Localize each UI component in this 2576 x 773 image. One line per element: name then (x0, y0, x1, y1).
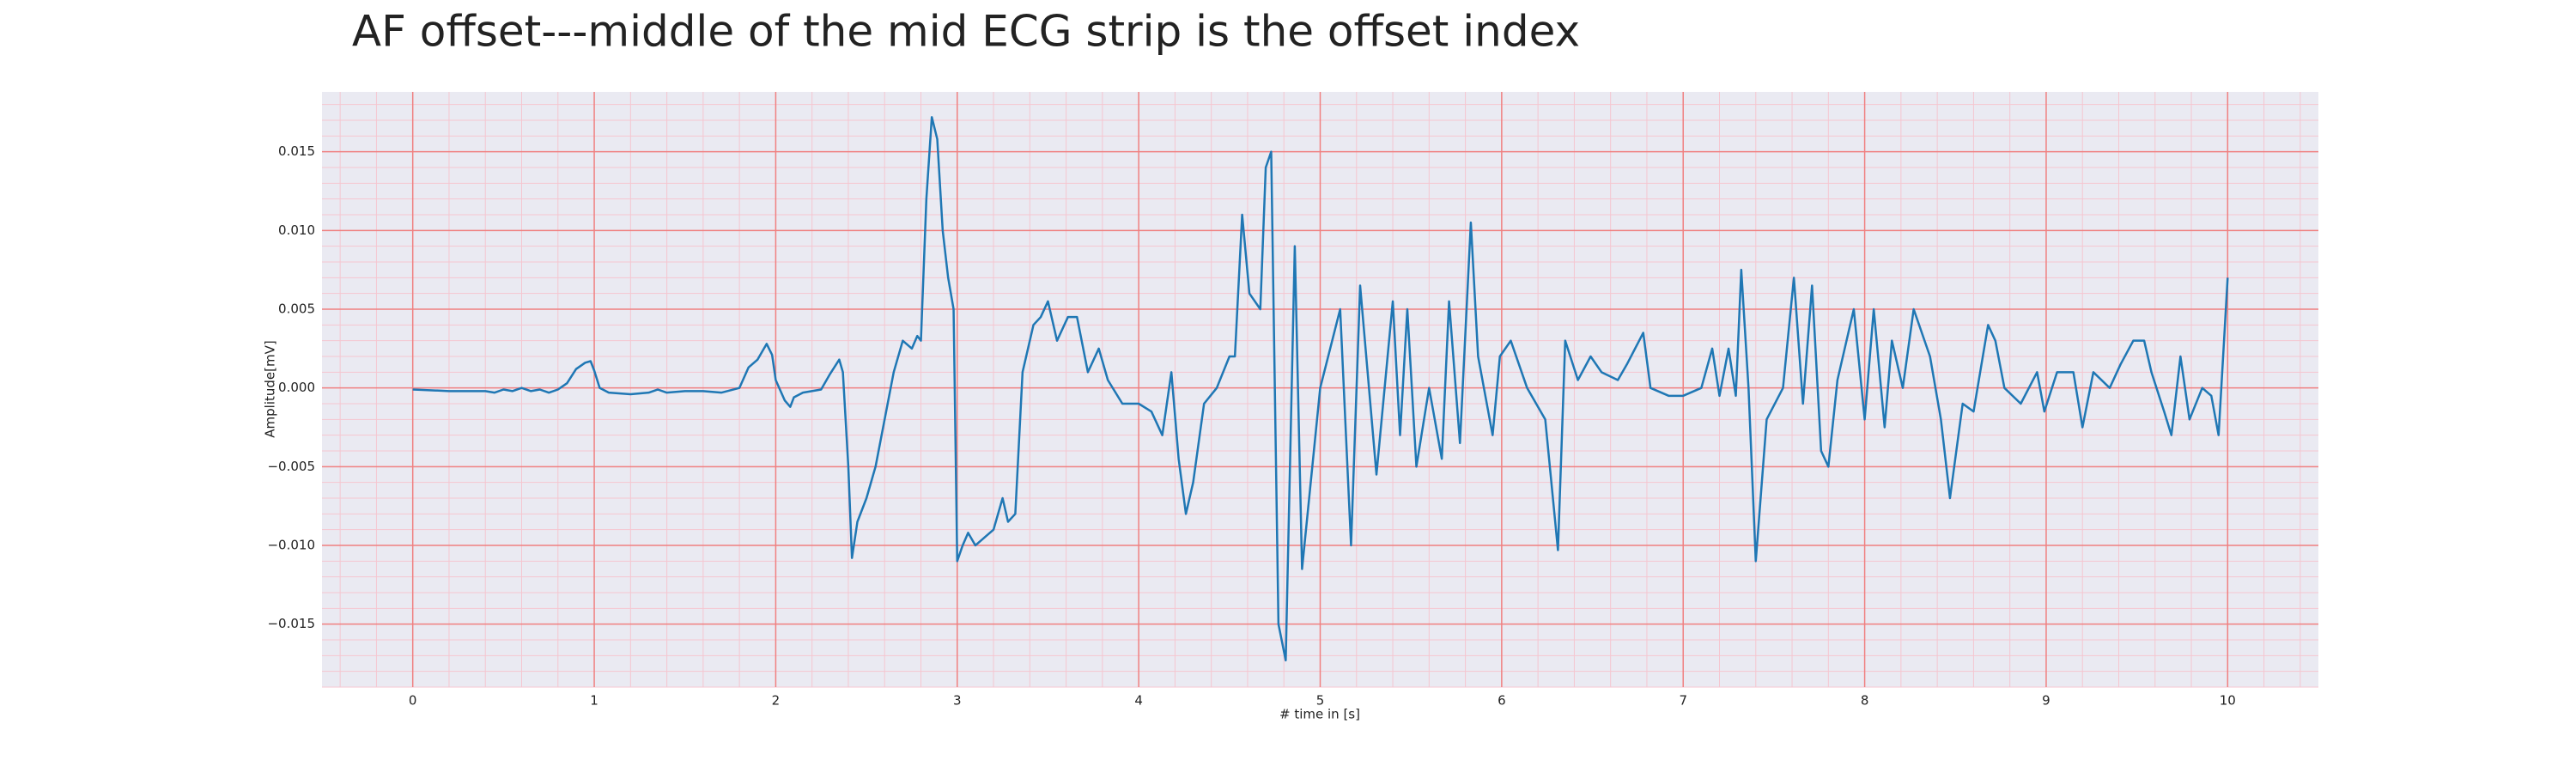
x-tick-label: 1 (590, 693, 598, 709)
y-tick-label: 0.005 (278, 301, 315, 317)
x-tick-label: 6 (1498, 693, 1506, 709)
y-tick-label: −0.005 (267, 459, 315, 474)
x-tick-label: 10 (2220, 693, 2236, 709)
x-tick-label: 3 (953, 693, 962, 709)
x-tick-label: 2 (772, 693, 781, 709)
y-tick-label: 0.000 (278, 380, 315, 395)
y-axis-label: Amplitude[mV] (263, 340, 278, 437)
x-tick-label: 0 (409, 693, 417, 709)
y-tick-label: −0.015 (267, 616, 315, 631)
y-tick-label: −0.010 (267, 538, 315, 553)
chart-title: AF offset---middle of the mid ECG strip … (352, 7, 1580, 57)
x-tick-label: 4 (1134, 693, 1143, 709)
x-axis-label: # time in [s] (1279, 707, 1360, 722)
y-tick-label: 0.015 (278, 143, 315, 159)
ecg-line (412, 116, 2229, 662)
y-tick-label: 0.010 (278, 222, 315, 238)
x-tick-label: 9 (2042, 693, 2050, 709)
x-tick-label: 7 (1679, 693, 1687, 709)
x-tick-label: 5 (1316, 693, 1325, 709)
x-tick-label: 8 (1861, 693, 1869, 709)
